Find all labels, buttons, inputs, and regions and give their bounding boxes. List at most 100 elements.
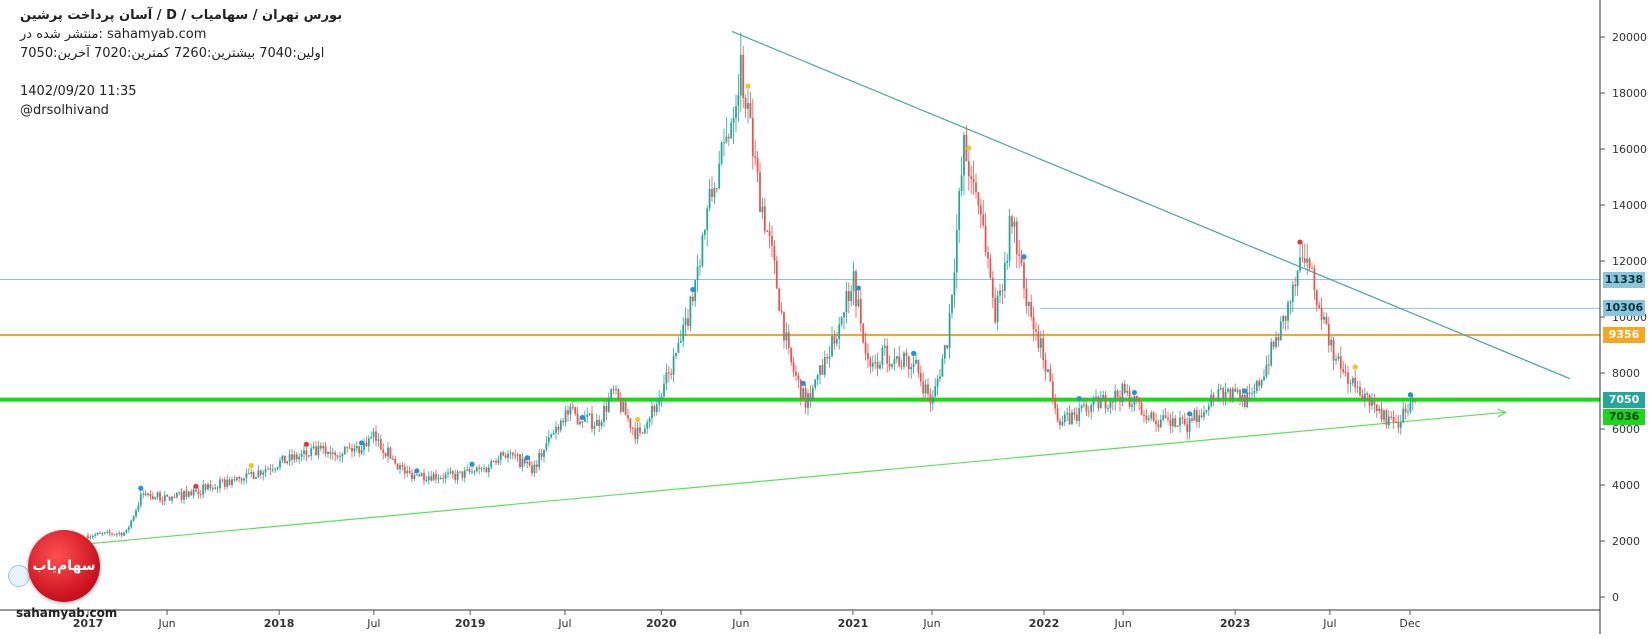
- candle-body: [1203, 412, 1205, 418]
- candle-body: [1272, 341, 1275, 348]
- candle-body: [1155, 420, 1157, 425]
- candle-body: [399, 465, 401, 470]
- candle-body: [1174, 418, 1177, 427]
- signal-marker: [414, 468, 420, 474]
- candle-body: [180, 492, 183, 500]
- candle-body: [259, 470, 262, 475]
- signal-marker: [1187, 411, 1193, 417]
- candle-body: [1037, 331, 1040, 348]
- candle-body: [281, 455, 284, 461]
- signal-marker: [303, 441, 309, 447]
- candle-body: [581, 421, 584, 423]
- candle-body: [958, 191, 961, 230]
- candle-body: [759, 172, 761, 213]
- candle-body: [675, 352, 677, 357]
- horizontal-levels: [0, 279, 1600, 402]
- candle-body: [605, 405, 608, 412]
- resistance-trendline[interactable]: [731, 30, 1570, 380]
- candle-body: [1095, 396, 1097, 398]
- candle-body: [862, 323, 865, 343]
- candle-body: [1373, 401, 1376, 405]
- candle-body: [511, 452, 514, 456]
- candle-body: [833, 336, 836, 344]
- candle-body: [353, 448, 356, 452]
- candle-body: [663, 383, 665, 397]
- candle-body: [879, 364, 881, 369]
- candle-body: [507, 453, 509, 458]
- support-trendline[interactable]: [87, 411, 1506, 545]
- candle-body: [1320, 307, 1323, 320]
- candle-body: [1265, 364, 1268, 377]
- candle-body: [331, 452, 334, 455]
- candle-body: [1255, 381, 1258, 391]
- candle-body: [807, 393, 809, 408]
- candle-body: [139, 494, 142, 506]
- price-label-10306: 10306: [1603, 300, 1645, 317]
- ohlc-readout: اولین:7040 بیشترین:7260 کمترین:7020 آخری…: [20, 46, 325, 61]
- candle-body: [639, 427, 641, 433]
- candle-body: [677, 342, 680, 353]
- candle-body: [1330, 339, 1333, 346]
- candle-body: [1147, 418, 1150, 420]
- candle-body: [101, 533, 104, 535]
- candle-body: [859, 299, 862, 324]
- candle-body: [1085, 404, 1088, 412]
- candle-body: [684, 318, 687, 325]
- candle-body: [864, 342, 867, 354]
- candle-body: [723, 142, 725, 144]
- candle-body: [809, 393, 812, 400]
- candle-body: [1027, 301, 1030, 307]
- candle-body: [471, 471, 473, 473]
- candle-body: [358, 445, 361, 454]
- x-tick-label: Jul: [1322, 617, 1336, 630]
- candle-body: [994, 297, 997, 323]
- candle-body: [790, 347, 793, 363]
- candle-body: [1104, 394, 1107, 409]
- candle-body: [943, 345, 946, 359]
- candle-body: [694, 280, 697, 302]
- candle-body: [252, 471, 255, 479]
- trendline-arrowhead: [1497, 408, 1508, 418]
- candle-body: [346, 446, 349, 448]
- candle-body: [1371, 401, 1373, 406]
- y-tick-label: 4000: [1612, 479, 1640, 492]
- chart-logo-icon[interactable]: [8, 565, 30, 587]
- candle-body: [420, 473, 423, 477]
- candle-body: [804, 388, 807, 408]
- candle-body: [747, 103, 749, 109]
- candle-body: [545, 442, 548, 450]
- x-tick-label: Dec: [1399, 617, 1420, 630]
- candle-body: [598, 419, 601, 427]
- candle-body: [154, 497, 157, 500]
- candle-body: [1236, 390, 1239, 392]
- signal-marker: [745, 83, 751, 89]
- candle-body: [847, 291, 850, 302]
- candle-body: [183, 490, 185, 500]
- candle-body: [1030, 301, 1033, 317]
- signal-marker: [469, 461, 475, 467]
- candle-body: [787, 332, 790, 348]
- candle-body: [235, 476, 238, 481]
- candle-body: [655, 404, 658, 412]
- candle-body: [363, 442, 365, 450]
- y-tick-label: 20000: [1612, 31, 1647, 44]
- candle-body: [538, 453, 541, 468]
- candle-body: [1087, 411, 1090, 413]
- candle-body: [255, 477, 257, 479]
- candle-body: [627, 415, 629, 419]
- candle-body: [168, 496, 171, 501]
- candle-body: [569, 406, 572, 415]
- candle-body: [1318, 305, 1321, 308]
- candle-body: [468, 469, 471, 472]
- candle-body: [1378, 408, 1381, 411]
- candle-body: [1313, 268, 1316, 291]
- candle-body: [631, 427, 634, 429]
- candle-body: [1167, 417, 1169, 420]
- candle-body: [991, 277, 994, 298]
- candle-body: [519, 454, 521, 467]
- candle-body: [202, 484, 205, 495]
- candle-body: [334, 452, 337, 456]
- candle-body: [1003, 262, 1006, 291]
